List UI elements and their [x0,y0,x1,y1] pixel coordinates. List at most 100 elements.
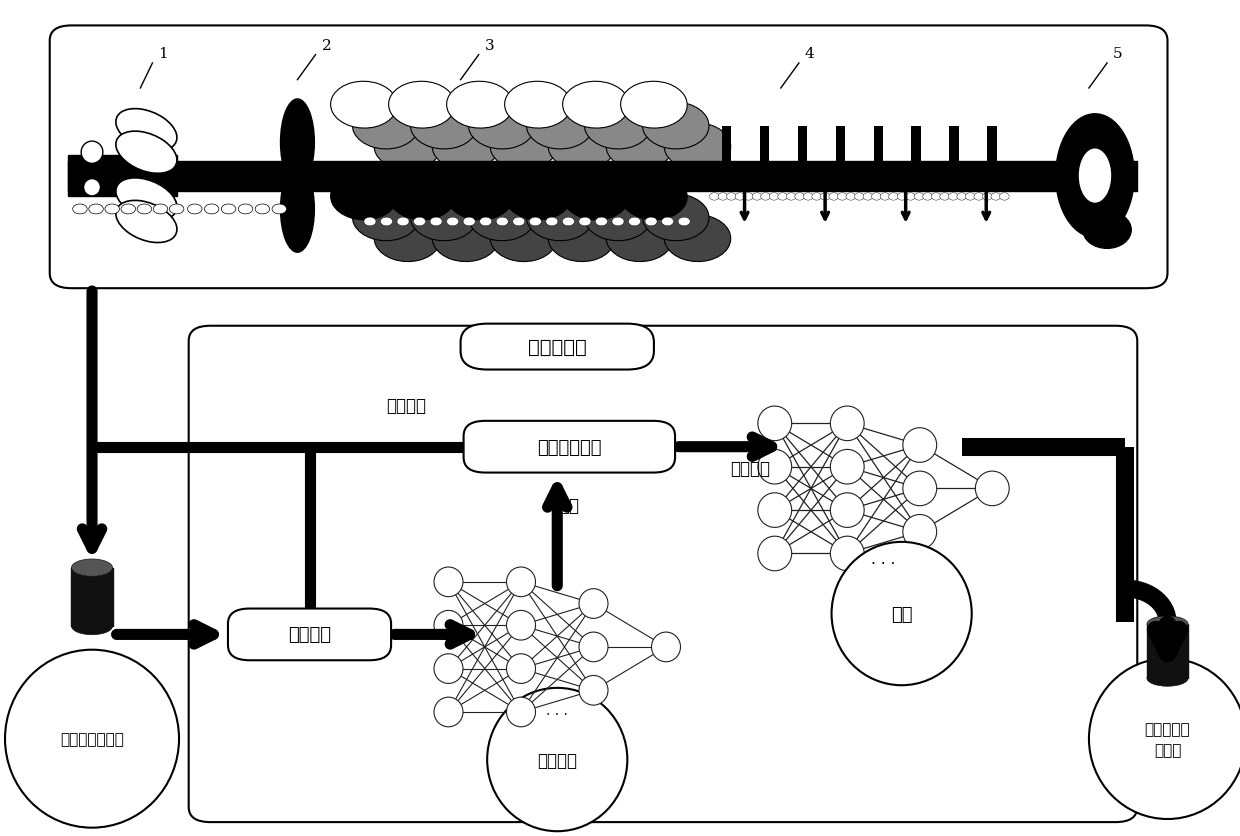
Ellipse shape [804,193,813,201]
Ellipse shape [221,205,236,215]
Ellipse shape [89,205,103,215]
Ellipse shape [446,218,459,227]
Ellipse shape [432,124,498,171]
Ellipse shape [1147,670,1188,686]
Bar [291,168,304,185]
Ellipse shape [115,201,177,243]
Bar [68,155,176,197]
Text: 札制过程数据集: 札制过程数据集 [60,732,124,747]
Text: 匹配数据: 匹配数据 [288,625,331,644]
Text: 4: 4 [805,48,815,61]
Ellipse shape [931,193,941,201]
FancyBboxPatch shape [228,609,391,660]
Ellipse shape [584,103,651,150]
Ellipse shape [642,195,709,242]
Ellipse shape [487,688,627,831]
Ellipse shape [352,195,419,242]
Ellipse shape [828,193,838,201]
Ellipse shape [735,193,745,201]
Text: 导入数据: 导入数据 [386,396,427,415]
Ellipse shape [831,493,864,528]
Ellipse shape [744,193,753,201]
Ellipse shape [72,618,113,635]
Ellipse shape [982,193,992,201]
Bar [722,126,732,168]
Ellipse shape [490,124,557,171]
Ellipse shape [999,193,1009,201]
Text: 板凸度预测: 板凸度预测 [528,338,587,357]
Ellipse shape [73,205,87,215]
Ellipse shape [115,179,177,221]
Ellipse shape [374,216,440,263]
Ellipse shape [562,218,574,227]
Bar [797,126,807,168]
Ellipse shape [595,218,608,227]
Ellipse shape [678,218,691,227]
Ellipse shape [432,216,498,263]
Ellipse shape [548,216,615,263]
Ellipse shape [620,174,687,221]
Ellipse shape [880,193,890,201]
Ellipse shape [363,218,376,227]
Ellipse shape [665,216,730,263]
Text: 预测: 预测 [890,604,913,623]
Ellipse shape [506,568,536,597]
Ellipse shape [81,142,103,164]
Bar [1147,624,1188,678]
Ellipse shape [579,218,591,227]
Bar [950,126,959,168]
Ellipse shape [966,193,975,201]
Bar [139,114,154,239]
Ellipse shape [434,654,463,684]
Ellipse shape [410,195,477,242]
Ellipse shape [280,99,315,186]
Ellipse shape [579,589,608,619]
Ellipse shape [795,193,805,201]
Ellipse shape [837,193,847,201]
FancyBboxPatch shape [464,421,675,473]
Ellipse shape [1089,659,1240,819]
Ellipse shape [758,450,791,484]
Ellipse shape [170,205,184,215]
Ellipse shape [758,406,791,441]
Bar [68,161,1137,191]
Ellipse shape [758,493,791,528]
Text: 训练过的模型: 训练过的模型 [537,438,601,456]
Bar [987,126,997,168]
Ellipse shape [469,195,534,242]
Ellipse shape [138,205,151,215]
Ellipse shape [505,174,572,221]
Bar [72,568,113,626]
Ellipse shape [115,132,177,174]
Ellipse shape [973,193,983,201]
Ellipse shape [83,180,100,196]
Ellipse shape [769,193,779,201]
Ellipse shape [613,218,624,227]
Ellipse shape [777,193,787,201]
Ellipse shape [949,193,959,201]
Ellipse shape [846,193,856,201]
Text: · · ·: · · · [547,706,568,721]
Ellipse shape [352,103,419,150]
Ellipse shape [463,218,475,227]
FancyBboxPatch shape [460,324,653,370]
Ellipse shape [397,218,409,227]
Ellipse shape [506,610,536,640]
Bar [836,126,846,168]
Ellipse shape [413,218,425,227]
Ellipse shape [1055,115,1135,238]
Ellipse shape [154,205,167,215]
Ellipse shape [642,103,709,150]
Ellipse shape [434,568,463,597]
Text: 5: 5 [1114,48,1122,61]
Text: 1: 1 [159,48,169,61]
Ellipse shape [898,193,906,201]
Ellipse shape [480,218,492,227]
Ellipse shape [727,193,737,201]
Ellipse shape [812,193,822,201]
Ellipse shape [821,193,830,201]
Bar [760,126,769,168]
Ellipse shape [410,103,477,150]
Ellipse shape [446,82,513,129]
Ellipse shape [548,124,615,171]
